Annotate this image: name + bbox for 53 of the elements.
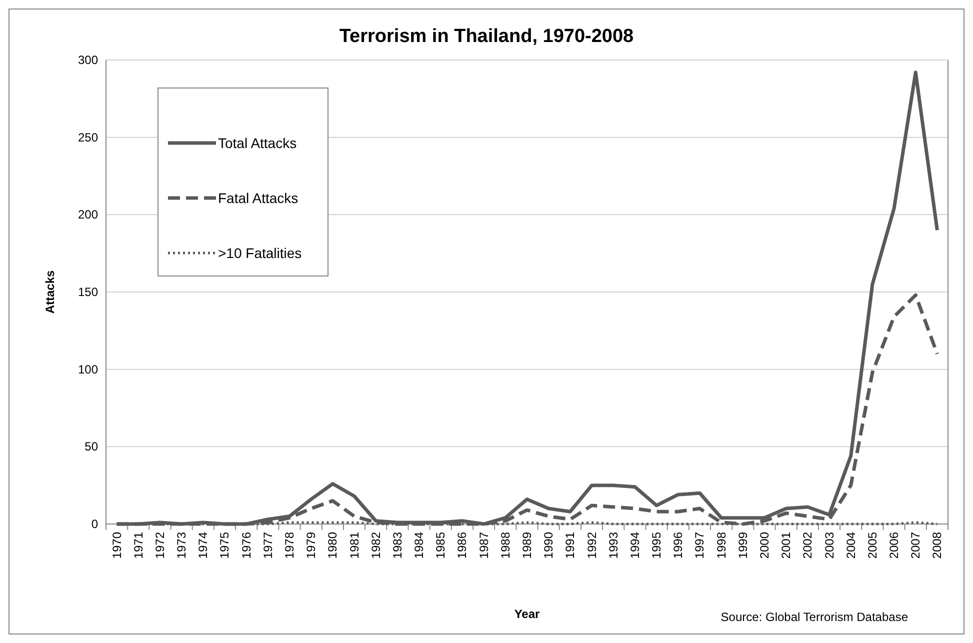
x-tick-label: 2004 (844, 532, 858, 559)
x-tick-label: 1993 (606, 532, 620, 559)
x-tick-label: 1992 (584, 532, 599, 559)
x-tick-label: 2001 (779, 532, 794, 559)
x-tick-label: 2006 (887, 532, 902, 559)
legend-label: Fatal Attacks (218, 190, 298, 206)
x-tick-label: 1996 (671, 532, 686, 559)
y-tick-label: 100 (78, 362, 98, 376)
x-tick-label: 2000 (757, 532, 772, 559)
x-tick-label: 2002 (800, 532, 815, 559)
x-axis-title: Year (514, 607, 540, 621)
x-tick-label: 1977 (260, 532, 275, 559)
y-tick-label: 150 (78, 285, 98, 299)
y-axis-title: Attacks (43, 270, 57, 314)
x-tick-label: 1979 (304, 532, 318, 559)
y-tick-label: 200 (78, 208, 98, 222)
x-tick-label: 1984 (412, 532, 426, 559)
x-tick-label: 1972 (152, 532, 167, 559)
x-tick-label: 1973 (174, 532, 189, 559)
x-tick-label: 1991 (563, 532, 578, 559)
x-tick-label: 1982 (368, 532, 383, 559)
x-tick-label: 1976 (239, 532, 254, 559)
x-tick-label: 1994 (628, 532, 642, 559)
legend-label: Total Attacks (218, 135, 297, 151)
x-tick-label: 1980 (326, 532, 340, 559)
x-tick-label: 1987 (476, 532, 491, 559)
x-tick-label: 1974 (196, 532, 210, 559)
x-tick-label: 1999 (736, 532, 750, 559)
x-tick-label: 2008 (930, 532, 944, 559)
x-tick-label: 1995 (650, 532, 664, 559)
x-tick-label: 1998 (714, 532, 728, 559)
x-tick-label: 1981 (347, 532, 362, 559)
x-tick-label: 1970 (110, 532, 124, 559)
x-tick-label: 2005 (865, 532, 880, 559)
x-tick-label: 1986 (455, 532, 470, 559)
source-note: Source: Global Terrorism Database (720, 610, 908, 624)
x-tick-label: 1971 (131, 532, 146, 559)
chart-title: Terrorism in Thailand, 1970-2008 (339, 26, 634, 47)
x-tick-label: 2007 (908, 532, 923, 559)
x-tick-label: 2003 (822, 532, 836, 559)
legend-label: >10 Fatalities (218, 245, 302, 261)
x-tick-label: 1978 (282, 532, 297, 559)
x-tick-label: 1990 (542, 532, 556, 559)
x-tick-label: 1988 (498, 532, 512, 559)
x-tick-label: 1983 (390, 532, 404, 559)
y-tick-label: 300 (78, 53, 98, 67)
x-tick-label: 1985 (434, 532, 448, 559)
x-tick-label: 1997 (692, 532, 707, 559)
y-tick-label: 50 (84, 440, 98, 454)
y-tick-label: 250 (78, 130, 98, 144)
x-tick-label: 1975 (218, 532, 232, 559)
x-tick-label: 1989 (520, 532, 534, 559)
y-tick-label: 0 (91, 517, 98, 531)
